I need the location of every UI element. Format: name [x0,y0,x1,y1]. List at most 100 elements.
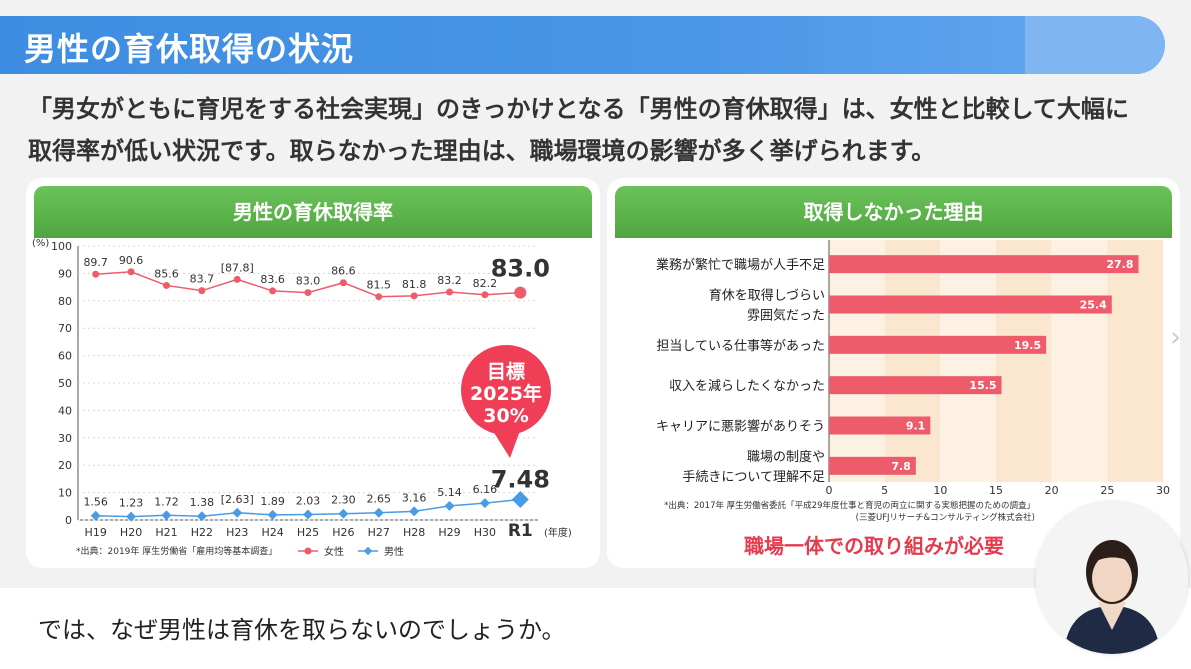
leave-rate-heading: 男性の育休取得率 [34,186,592,238]
intro-text: 「男女がともに育児をする社会実現」のきっかけとなる「男性の育休取得」は、女性と比… [28,88,1168,172]
y-tick-label: 60 [58,350,72,363]
male-point [90,510,101,521]
female-data-label: 83.7 [190,273,215,286]
x-tick-label: H24 [261,526,283,539]
goal-bubble-tail [491,428,521,458]
male-point [161,510,172,521]
female-point [269,287,277,295]
x-tick-label: H25 [297,526,319,539]
male-data-label: 1.23 [119,497,144,510]
female-data-label: 90.6 [119,254,144,267]
female-point [162,281,170,289]
male-data-label: 1.56 [83,496,108,509]
y-tick-label: 10 [58,487,72,500]
grid-band [996,240,1052,482]
leave-rate-source: *出典：2019年 厚生労働省「雇用均等基本調査」 [76,545,277,557]
x-tick-label: H20 [120,526,142,539]
reason-bar [829,295,1112,314]
reason-value-label: 7.8 [891,460,911,473]
goal-line-1: 目標 [487,360,525,383]
reason-bar [829,335,1047,354]
x-tick-label: H19 [85,526,107,539]
caption-text: では、なぜ男性は育休を取らないのでしょうか。 [38,616,566,644]
reasons-heading: 取得しなかった理由 [615,186,1172,238]
reason-bar [829,416,931,435]
female-point [410,292,418,300]
x-tick-label: H22 [191,526,213,539]
male-point [444,500,455,511]
female-point [127,268,135,276]
reason-category-label: 雰囲気だった [747,308,825,324]
y-tick-label: 90 [58,267,72,280]
male-data-label: 3.16 [402,491,427,504]
reason-value-label: 15.5 [969,379,996,392]
y-tick-label: 20 [58,459,72,472]
female-point [233,275,241,283]
male-data-label: 2.03 [296,494,321,507]
reason-value-label: 9.1 [906,420,926,433]
female-point [375,293,383,301]
reason-category-label: 職場の制度や [747,449,825,465]
bar-x-tick-label: 25 [1100,484,1114,497]
x-tick-label: H27 [368,526,390,539]
male-data-label: 7.48 [491,466,550,494]
female-data-label: 83.0 [296,275,321,288]
reason-category-label: キャリアに悪影響がありそう [656,419,825,435]
reason-bar [829,456,916,475]
x-tick-label: H30 [474,526,496,539]
male-data-label: 6.16 [473,483,498,496]
reason-bar [829,255,1139,274]
caption-bar: では、なぜ男性は育休を取らないのでしょうか。 [0,588,1191,669]
bar-x-tick-label: 30 [1156,484,1170,497]
reason-bar [829,376,1002,395]
reason-category-label: 育休を取得しづらい [709,288,825,304]
x-tick-label: H26 [332,526,354,539]
female-data-label: 86.6 [331,265,356,278]
leave-rate-panel: 男性の育休取得率 (%) (年度) 0 10 20 30 40 50 60 70 80 90 100… [26,178,600,568]
y-tick-label: 80 [58,295,72,308]
male-point [409,506,420,517]
legend-female-marker [304,547,312,555]
female-data-label: 85.6 [154,267,179,280]
intro-line-1: 「男女がともに育児をする社会実現」のきっかけとなる「男性の育休取得」は、女性と比… [28,95,1129,123]
x-tick-label: H28 [403,526,425,539]
bar-x-tick-label: 0 [826,484,833,497]
page-title: 男性の育休取得の状況 [24,30,355,68]
x-tick-label: H23 [226,526,248,539]
bar-x-tick-label: 10 [933,484,947,497]
grid-band [1107,240,1163,482]
y-tick-label: 40 [58,404,72,417]
male-point [267,509,278,520]
female-point [481,291,489,299]
x-tick-label: H21 [155,526,177,539]
male-point [373,507,384,518]
next-chevron-icon[interactable]: › [1170,320,1182,353]
intro-line-2: 取得率が低い状況です。取らなかった理由は、職場環境の影響が多く挙げられます。 [28,137,936,165]
female-point [198,287,206,295]
female-data-label: 83.6 [260,273,285,286]
female-data-label: [87.8] [221,261,254,274]
reason-category-label: 業務が繁忙で職場が人手不足 [656,257,825,273]
male-data-label: 2.30 [331,494,356,507]
x-tick-label: H29 [438,526,460,539]
grid-band [1051,240,1108,482]
female-point [304,289,312,297]
male-point [511,491,529,508]
male-point [338,508,349,519]
male-data-label: 2.65 [367,493,392,506]
female-point [92,270,100,278]
male-point [479,498,490,509]
male-data-label: 1.38 [190,496,215,509]
grid-band [829,240,885,482]
male-data-label: [2.63] [221,493,254,506]
grid-band [884,240,941,482]
male-point [232,507,243,518]
female-data-label: 82.2 [473,277,498,290]
bar-x-tick-label: 5 [881,484,888,497]
female-point [514,286,527,299]
legend-male-marker [363,546,373,556]
reason-value-label: 25.4 [1080,299,1107,312]
title-bar-cap [1025,16,1165,74]
female-data-label: 83.2 [437,274,462,287]
x-tick-label: R1 [508,521,533,541]
